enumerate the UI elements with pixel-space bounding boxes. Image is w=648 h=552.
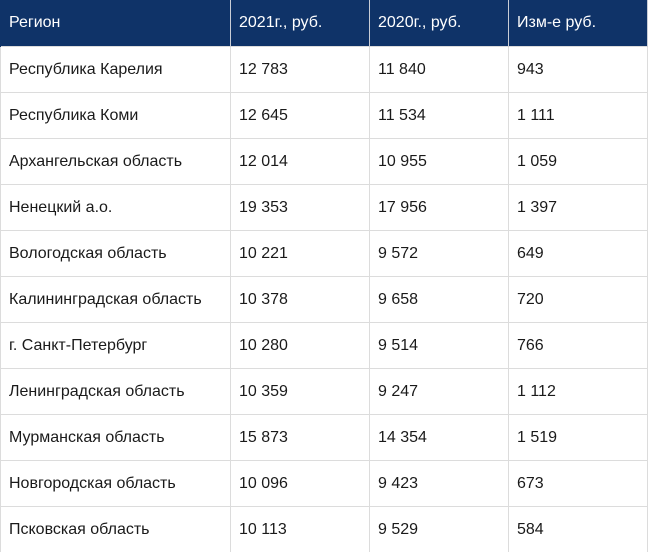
table-row: Республика Карелия 12 783 11 840 943 [1, 47, 648, 93]
cell-change: 1 519 [509, 415, 648, 461]
table-row: г. Санкт-Петербург 10 280 9 514 766 [1, 323, 648, 369]
cell-change: 649 [509, 231, 648, 277]
cell-region: Мурманская область [1, 415, 231, 461]
cell-2021: 12 645 [231, 93, 370, 139]
cell-2020: 10 955 [370, 139, 509, 185]
table-row: Ленинградская область 10 359 9 247 1 112 [1, 369, 648, 415]
cell-2020: 11 840 [370, 47, 509, 93]
cell-change: 1 111 [509, 93, 648, 139]
cell-region: Республика Коми [1, 93, 231, 139]
cell-2020: 14 354 [370, 415, 509, 461]
cell-region: Ленинградская область [1, 369, 231, 415]
table-row: Новгородская область 10 096 9 423 673 [1, 461, 648, 507]
header-change: Изм-е руб. [509, 0, 648, 47]
cell-2020: 9 514 [370, 323, 509, 369]
cell-2021: 10 096 [231, 461, 370, 507]
cell-2020: 9 423 [370, 461, 509, 507]
table-row: Вологодская область 10 221 9 572 649 [1, 231, 648, 277]
cell-2020: 9 247 [370, 369, 509, 415]
cell-change: 1 112 [509, 369, 648, 415]
cell-region: Вологодская область [1, 231, 231, 277]
header-2021: 2021г., руб. [231, 0, 370, 47]
cell-change: 720 [509, 277, 648, 323]
header-region: Регион [1, 0, 231, 47]
cell-2021: 10 113 [231, 507, 370, 552]
cell-region: Республика Карелия [1, 47, 231, 93]
table-row: Республика Коми 12 645 11 534 1 111 [1, 93, 648, 139]
header-2020: 2020г., руб. [370, 0, 509, 47]
cell-change: 1 397 [509, 185, 648, 231]
cell-2021: 10 280 [231, 323, 370, 369]
cell-2021: 10 359 [231, 369, 370, 415]
cell-region: Псковская область [1, 507, 231, 552]
cell-region: Архангельская область [1, 139, 231, 185]
cell-change: 584 [509, 507, 648, 552]
cell-region: Калининградская область [1, 277, 231, 323]
cell-2020: 11 534 [370, 93, 509, 139]
cell-2021: 10 221 [231, 231, 370, 277]
cell-2021: 19 353 [231, 185, 370, 231]
cell-change: 766 [509, 323, 648, 369]
cell-2021: 15 873 [231, 415, 370, 461]
table-row: Мурманская область 15 873 14 354 1 519 [1, 415, 648, 461]
cell-region: Ненецкий а.о. [1, 185, 231, 231]
cell-2021: 10 378 [231, 277, 370, 323]
cell-2021: 12 014 [231, 139, 370, 185]
table-row: Архангельская область 12 014 10 955 1 05… [1, 139, 648, 185]
cell-2020: 9 529 [370, 507, 509, 552]
cell-2020: 9 572 [370, 231, 509, 277]
cell-2020: 17 956 [370, 185, 509, 231]
cell-change: 1 059 [509, 139, 648, 185]
cell-region: Новгородская область [1, 461, 231, 507]
cell-2020: 9 658 [370, 277, 509, 323]
cell-2021: 12 783 [231, 47, 370, 93]
table-row: Псковская область 10 113 9 529 584 [1, 507, 648, 552]
cell-change: 943 [509, 47, 648, 93]
table-header-row: Регион 2021г., руб. 2020г., руб. Изм-е р… [1, 0, 648, 47]
table-row: Калининградская область 10 378 9 658 720 [1, 277, 648, 323]
cell-change: 673 [509, 461, 648, 507]
cell-region: г. Санкт-Петербург [1, 323, 231, 369]
table-row: Ненецкий а.о. 19 353 17 956 1 397 [1, 185, 648, 231]
